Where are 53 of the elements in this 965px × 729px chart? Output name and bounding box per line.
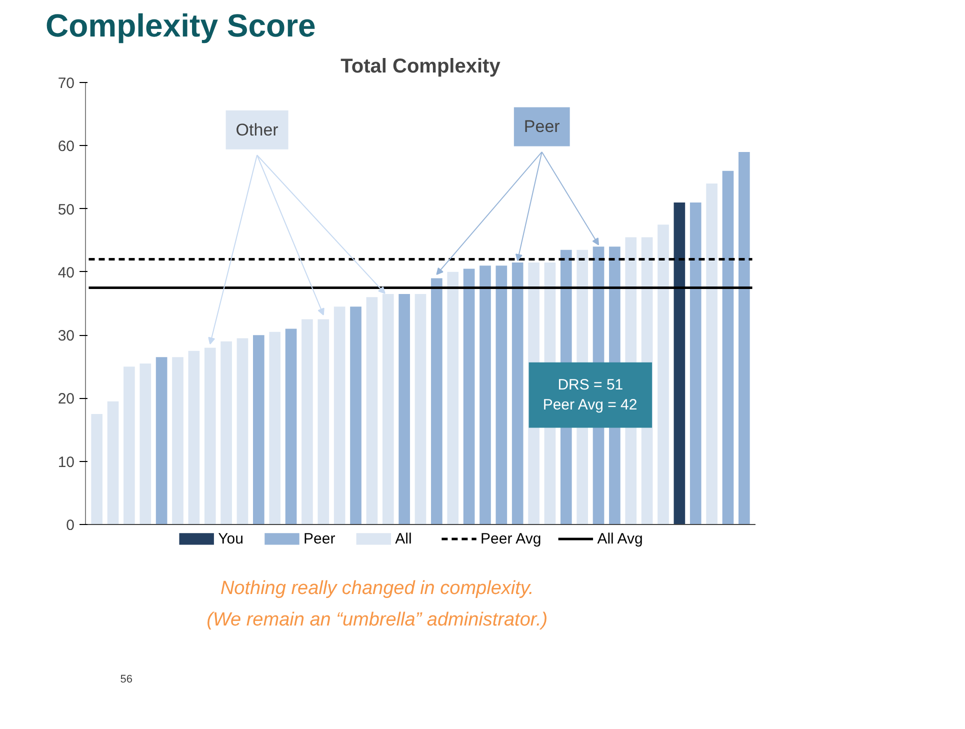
bar [398, 294, 410, 524]
bar [172, 357, 184, 524]
legend-label: You [218, 530, 244, 548]
bar [350, 306, 362, 524]
bar [107, 401, 119, 524]
y-tick-label: 70 [58, 75, 75, 92]
bar [447, 272, 459, 524]
y-tick-label: 60 [58, 138, 75, 156]
bar [253, 335, 264, 524]
bar [738, 152, 750, 524]
bar [220, 341, 232, 524]
bar [414, 294, 426, 524]
chart-title: Complexity Score [46, 8, 316, 44]
text: (We remain an “umbrella” administrator.) [206, 610, 548, 631]
legend-label: All Avg [597, 530, 643, 548]
text: 56 [120, 673, 132, 686]
annotation: Peer [524, 117, 560, 136]
y-tick-label: 20 [58, 390, 75, 408]
bar [140, 363, 152, 524]
bar [302, 319, 313, 524]
legend-label: Peer Avg [480, 530, 542, 548]
bar [706, 184, 718, 524]
bar [431, 278, 442, 524]
bar [658, 224, 669, 524]
annotation: DRS = 51 Peer Avg = 42 [542, 376, 638, 414]
bar [480, 266, 491, 524]
legend-label: All [395, 530, 412, 548]
bar [156, 357, 168, 524]
bar [124, 366, 135, 524]
y-tick-label: 30 [58, 328, 75, 345]
bar [382, 294, 394, 524]
bar [188, 350, 200, 524]
chart-subtitle: Total Complexity [340, 56, 502, 78]
y-tick-label: 0 [66, 517, 74, 534]
bar [204, 348, 216, 524]
bar [334, 306, 346, 524]
bar [269, 332, 281, 524]
y-tick-label: 40 [58, 264, 75, 282]
bar [463, 268, 475, 524]
bar [318, 319, 330, 524]
y-tick-label: 10 [58, 454, 75, 471]
bar [366, 297, 378, 524]
bar [285, 328, 297, 524]
annotation: Other [236, 120, 279, 140]
legend-label: Peer [304, 530, 336, 548]
bar [236, 338, 248, 524]
bar [674, 202, 686, 524]
y-tick-label: 50 [58, 201, 75, 218]
bar [496, 266, 508, 524]
bar [91, 414, 102, 524]
bar [690, 202, 702, 524]
text: Nothing really changed in complexity. [220, 578, 534, 600]
bar [722, 170, 734, 524]
